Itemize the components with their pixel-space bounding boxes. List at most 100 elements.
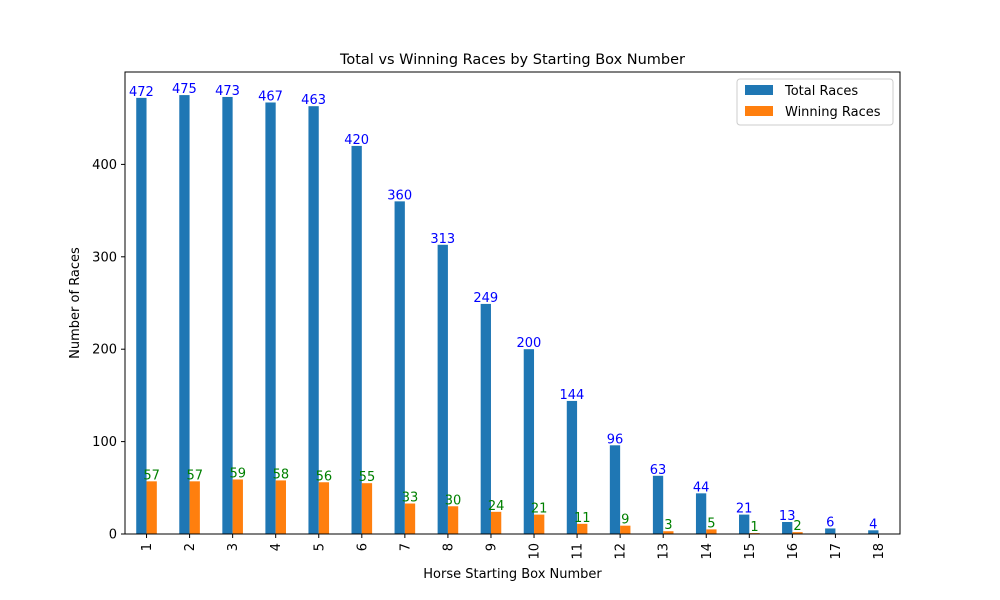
y-tick-label-100: 100 <box>92 435 117 450</box>
label-winning-races-11: 11 <box>574 511 591 526</box>
label-winning-races-13: 3 <box>664 518 672 533</box>
bars-layer <box>136 95 879 535</box>
label-total-races-18: 4 <box>869 517 877 532</box>
legend-label-winning: Winning Races <box>785 105 881 120</box>
label-winning-races-2: 57 <box>186 468 203 483</box>
bar-winning-races-8 <box>447 506 459 534</box>
y-tick-label-0: 0 <box>109 528 117 543</box>
bar-total-races-13 <box>652 475 664 534</box>
x-tick-label-13: 13 <box>657 543 672 560</box>
legend-swatch-winning <box>745 106 773 116</box>
label-total-races-16: 13 <box>779 509 796 524</box>
label-total-races-10: 200 <box>516 336 541 351</box>
x-axis: 1 2 3 4 5 6 7 8 9 10 11 12 13 14 15 16 17 18 <box>140 534 887 560</box>
label-total-races-1: 472 <box>129 85 154 100</box>
y-tick-label-300: 300 <box>92 250 117 265</box>
bar-total-races-10 <box>523 349 535 534</box>
bar-labels-layer: 4725747557473594675846356420553603331330… <box>129 82 877 535</box>
bar-winning-races-6 <box>361 483 373 534</box>
label-total-races-17: 6 <box>826 515 834 530</box>
bar-total-races-9 <box>480 303 491 534</box>
legend-label-total: Total Races <box>784 84 858 99</box>
label-total-races-12: 96 <box>607 432 624 447</box>
legend-swatch-total <box>745 85 773 95</box>
bar-total-races-11 <box>566 400 578 534</box>
bar-winning-races-9 <box>490 511 502 534</box>
x-tick-label-11: 11 <box>571 543 586 560</box>
label-total-races-7: 360 <box>387 188 412 203</box>
bar-winning-races-3 <box>232 479 243 534</box>
label-winning-races-14: 5 <box>707 516 715 531</box>
x-tick-label-2: 2 <box>183 543 198 551</box>
bar-total-races-3 <box>222 96 233 534</box>
x-tick-label-17: 17 <box>829 543 844 560</box>
label-total-races-13: 63 <box>650 463 667 478</box>
bar-total-races-7 <box>394 201 405 535</box>
label-winning-races-5: 56 <box>316 469 333 484</box>
bar-total-races-16 <box>782 521 793 534</box>
x-tick-label-4: 4 <box>269 543 284 551</box>
x-tick-label-14: 14 <box>700 543 715 560</box>
x-tick-label-6: 6 <box>355 543 370 551</box>
label-total-races-9: 249 <box>473 291 498 306</box>
bar-total-races-18 <box>868 530 879 534</box>
legend-frame <box>736 78 894 126</box>
bar-winning-races-14 <box>706 529 717 534</box>
label-total-races-2: 475 <box>172 82 197 97</box>
bar-winning-races-13 <box>663 531 674 534</box>
x-tick-label-12: 12 <box>614 543 629 560</box>
label-total-races-4: 467 <box>258 89 283 104</box>
label-winning-races-9: 24 <box>488 499 505 514</box>
bar-winning-races-7 <box>404 503 416 534</box>
bar-total-races-2 <box>179 95 190 534</box>
bar-winning-races-11 <box>577 523 588 534</box>
bar-total-races-5 <box>308 106 319 534</box>
x-tick-label-7: 7 <box>398 543 413 551</box>
bar-winning-races-12 <box>620 525 631 534</box>
x-axis-label: Horse Starting Box Number <box>423 567 602 582</box>
label-winning-races-16: 2 <box>793 519 801 534</box>
label-winning-races-7: 33 <box>402 491 419 506</box>
bar-winning-races-5 <box>318 482 330 534</box>
label-total-races-8: 313 <box>430 232 455 247</box>
bar-total-races-17 <box>825 528 836 534</box>
bar-total-races-14 <box>695 493 707 534</box>
chart-title: Total vs Winning Races by Starting Box N… <box>339 52 685 68</box>
plot-frame <box>124 71 901 535</box>
label-winning-races-6: 55 <box>359 470 376 485</box>
x-tick-label-8: 8 <box>441 543 456 551</box>
bar-total-races-1 <box>136 97 147 535</box>
bar-winning-races-10 <box>534 514 545 534</box>
bar-winning-races-4 <box>275 480 286 534</box>
bar-total-races-12 <box>609 445 621 534</box>
bar-total-races-4 <box>265 102 276 535</box>
bar-winning-races-16 <box>792 532 803 534</box>
label-total-races-11: 144 <box>560 388 585 403</box>
bar-total-races-15 <box>739 514 750 534</box>
label-winning-races-15: 1 <box>750 520 758 535</box>
y-tick-label-400: 400 <box>92 158 117 173</box>
label-total-races-3: 473 <box>215 84 240 99</box>
x-tick-label-1: 1 <box>140 543 155 551</box>
bar-total-races-8 <box>437 244 448 535</box>
x-tick-label-18: 18 <box>872 543 887 560</box>
label-winning-races-10: 21 <box>531 502 548 517</box>
bar-winning-races-1 <box>146 481 157 534</box>
x-tick-label-5: 5 <box>312 543 327 551</box>
x-tick-label-10: 10 <box>528 543 543 560</box>
bar-total-races-6 <box>351 145 362 535</box>
x-tick-label-15: 15 <box>743 543 758 560</box>
label-winning-races-4: 58 <box>273 467 290 482</box>
legend: Total Races Winning Races <box>736 78 894 126</box>
x-tick-label-9: 9 <box>484 543 499 551</box>
label-total-races-6: 420 <box>344 133 369 148</box>
y-tick-label-200: 200 <box>92 343 117 358</box>
label-total-races-15: 21 <box>736 502 753 517</box>
label-total-races-5: 463 <box>301 93 326 108</box>
label-winning-races-12: 9 <box>621 513 629 528</box>
y-axis: 0 100 200 300 400 <box>92 158 125 543</box>
y-axis-label: Number of Races <box>68 247 83 359</box>
label-winning-races-8: 30 <box>445 493 462 508</box>
label-total-races-14: 44 <box>693 480 710 495</box>
